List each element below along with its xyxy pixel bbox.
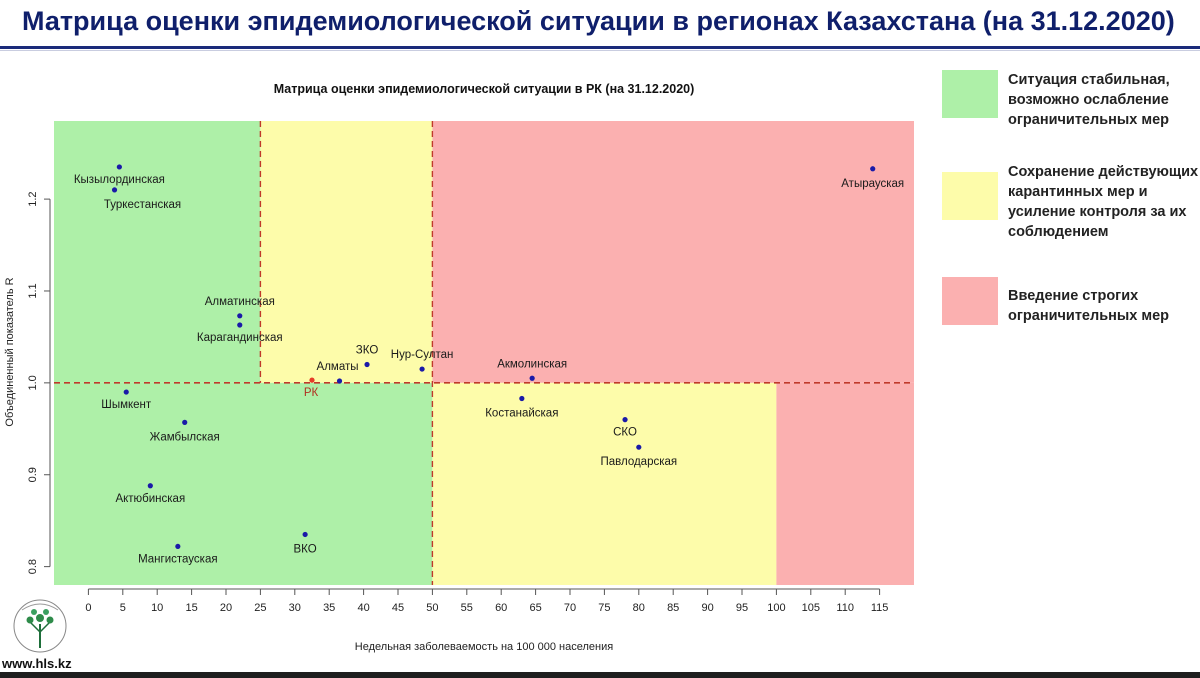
legend-text-green: Ситуация стабильная, возможно ослабление…	[1008, 72, 1170, 128]
x-tick-label: 70	[564, 602, 576, 614]
point-Павлодарская	[636, 444, 642, 450]
point-label: Карагандинская	[197, 332, 283, 344]
point-Мангистауская	[175, 543, 181, 550]
point-label: Костанайская	[485, 407, 558, 419]
legend-swatch-green	[942, 70, 998, 118]
point-label: Алматинская	[205, 296, 275, 308]
point-Алматы	[336, 378, 343, 384]
point-Актюбинская	[147, 483, 153, 489]
point-label: Кызылординская	[74, 174, 165, 186]
legend-swatch-yellow	[942, 172, 998, 220]
x-tick-label: 15	[185, 602, 197, 614]
chart-axes: 0 5 10 15 20 25 30 35 40 45 50 55 60 65 70 75 80 85 90 95 10…	[27, 191, 888, 614]
x-tick-label: 30	[289, 602, 301, 614]
point-label: Мангистауская	[138, 553, 218, 565]
point-label: Нур-Султан	[391, 349, 454, 361]
hls-logo-icon	[8, 598, 72, 654]
zone-green-upper	[54, 121, 261, 383]
x-tick-label: 60	[495, 602, 507, 614]
threshold-lines	[54, 121, 914, 585]
chart-zones	[54, 121, 914, 585]
y-axis-label: Объединенный показатель R	[4, 277, 16, 426]
x-tick-label: 100	[767, 602, 785, 614]
point-label: Алматы	[317, 361, 359, 373]
y-tick-label: 1.1	[27, 283, 39, 298]
point-label: Туркестанская	[104, 199, 181, 211]
zone-red-lower	[776, 382, 914, 585]
point-Жамбылская	[182, 419, 188, 425]
y-tick-label: 1.2	[27, 191, 39, 206]
x-tick-label: 105	[802, 602, 820, 614]
point-Карагандинская	[237, 322, 243, 328]
point-label: Шымкент	[101, 399, 152, 411]
point-Туркестанская	[111, 187, 118, 193]
bottom-bar	[0, 672, 1200, 678]
point-Атырауская	[870, 166, 876, 172]
point-ВКО	[302, 531, 308, 538]
point-СКО	[622, 417, 628, 423]
x-tick-label: 115	[871, 602, 889, 614]
x-tick-label: 50	[426, 602, 438, 614]
x-tick-label: 45	[392, 602, 404, 614]
data-points: Кызылординская Туркестанская Алматинская Ка…	[74, 164, 904, 565]
point-label: Актюбинская	[115, 493, 185, 505]
x-tick-label: 55	[461, 602, 473, 614]
chart-title: Матрица оценки эпидемиологической ситуац…	[274, 82, 695, 96]
point-label: Жамбылская	[150, 431, 220, 443]
point-ЗКО	[364, 361, 370, 368]
point-label: ЗКО	[356, 344, 379, 356]
x-tick-label: 5	[120, 602, 126, 614]
zone-red-upper	[432, 121, 914, 383]
zone-yellow-upper	[260, 121, 433, 383]
x-tick-label: 65	[529, 602, 541, 614]
y-tick-label: 1.0	[27, 375, 39, 390]
point-Акмолинская	[529, 375, 535, 381]
point-label: Акмолинская	[497, 358, 567, 370]
x-tick-label: 0	[85, 602, 91, 614]
point-Кызылординская	[116, 164, 122, 170]
point-Алматинская	[237, 313, 243, 319]
x-tick-label: 80	[633, 602, 645, 614]
title-divider-thin	[0, 50, 1200, 51]
y-tick-label: 0.8	[27, 559, 39, 574]
legend-text-red: Введение строгих ограничительных мер	[1008, 288, 1169, 324]
point-Шымкент	[123, 389, 129, 395]
y-tick-label: 0.9	[27, 467, 39, 482]
legend-text-yellow: Сохранение действующих карантинных мер и…	[1008, 164, 1199, 240]
point-РК	[309, 377, 315, 383]
x-tick-label: 95	[736, 602, 748, 614]
x-tick-label: 110	[836, 602, 854, 614]
zone-green-lower	[54, 382, 433, 585]
x-tick-label: 75	[598, 602, 610, 614]
point-label: Атырауская	[841, 178, 904, 190]
x-tick-label: 90	[701, 602, 713, 614]
point-label: ВКО	[294, 543, 317, 555]
point-label: СКО	[613, 427, 637, 439]
zone-yellow-lower	[432, 382, 777, 585]
point-label: Павлодарская	[600, 456, 677, 468]
point-Нур-Султан	[419, 366, 425, 372]
x-tick-label: 10	[151, 602, 163, 614]
x-tick-label: 25	[254, 602, 266, 614]
page-title: Матрица оценки эпидемиологической ситуац…	[22, 6, 1175, 36]
x-tick-label: 20	[220, 602, 232, 614]
title-divider	[0, 46, 1200, 49]
x-tick-label: 40	[357, 602, 369, 614]
x-axis-label: Недельная заболеваемость на 100 000 насе…	[355, 641, 613, 653]
legend-swatch-red	[942, 277, 998, 325]
point-Костанайская	[519, 395, 525, 402]
point-label: РК	[304, 387, 319, 399]
x-tick-label: 35	[323, 602, 335, 614]
x-tick-label: 85	[667, 602, 679, 614]
site-url: www.hls.kz	[2, 656, 72, 671]
